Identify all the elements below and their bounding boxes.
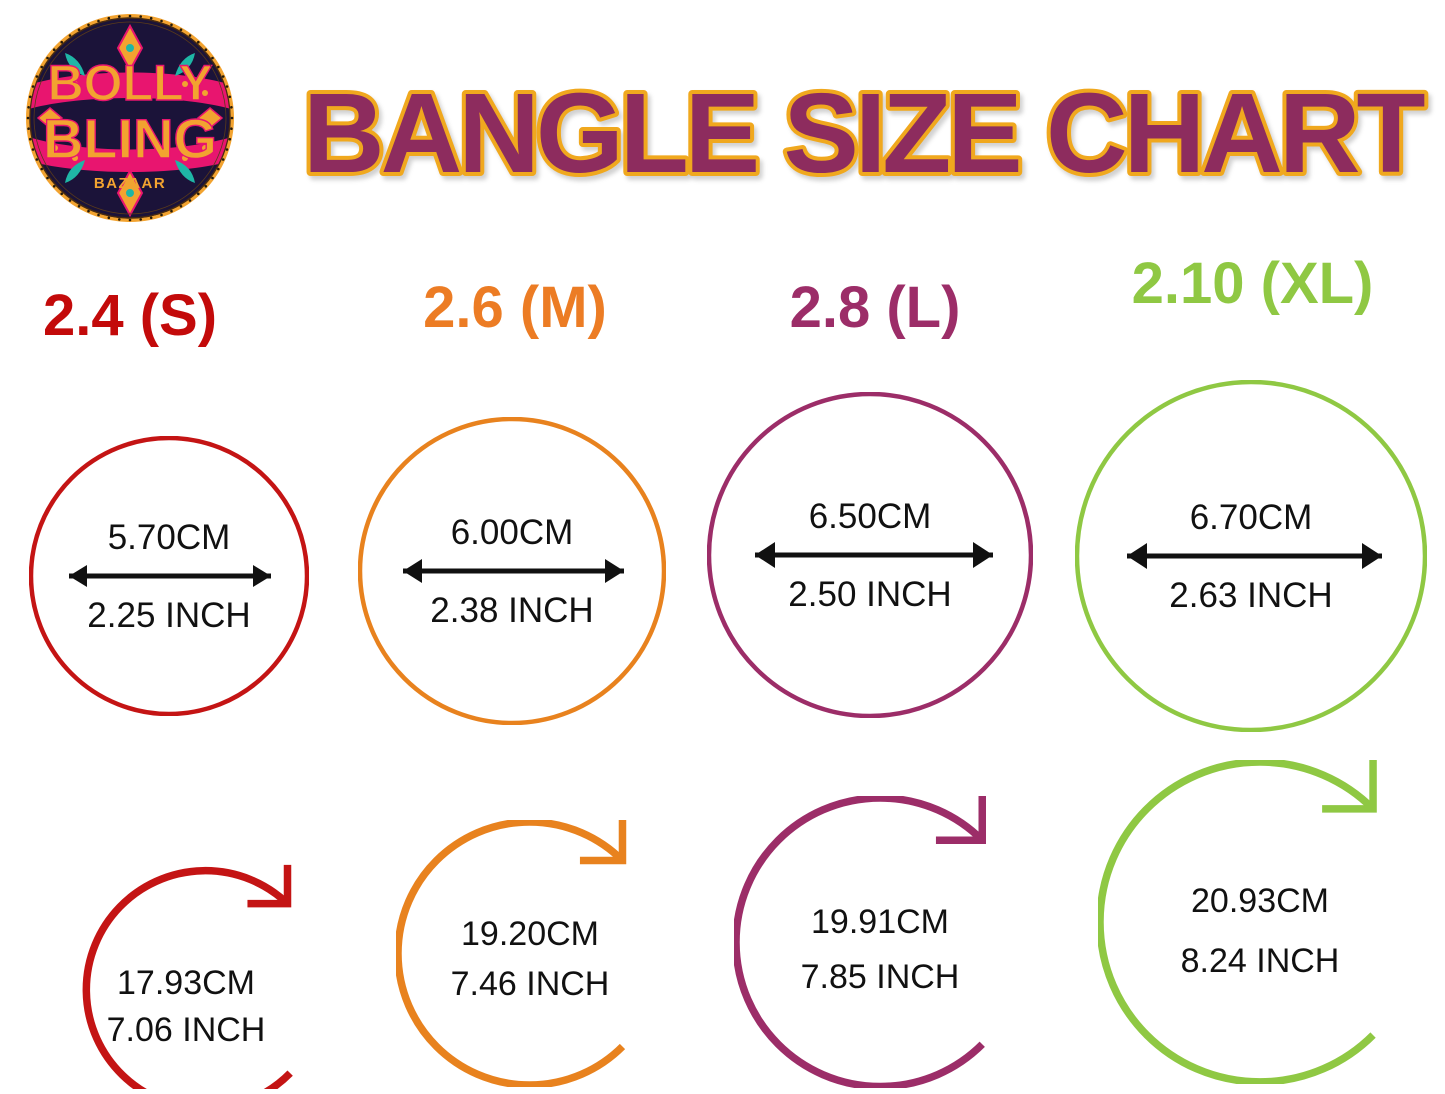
svg-text:5.70CM: 5.70CM (108, 518, 231, 557)
svg-text:BAZAAR: BAZAAR (94, 175, 166, 192)
svg-text:19.20CM: 19.20CM (461, 915, 599, 953)
svg-text:BOLLY: BOLLY (48, 55, 213, 111)
svg-text:BANGLE SIZE CHART: BANGLE SIZE CHART (303, 70, 1424, 196)
svg-text:2.38 INCH: 2.38 INCH (430, 591, 593, 630)
svg-text:17.93CM: 17.93CM (117, 964, 255, 1002)
svg-text:BLING: BLING (43, 107, 217, 170)
svg-text:2.50 INCH: 2.50 INCH (788, 575, 951, 614)
svg-text:6.70CM: 6.70CM (1190, 498, 1313, 537)
svg-text:20.93CM: 20.93CM (1191, 882, 1329, 920)
svg-text:2.25 INCH: 2.25 INCH (87, 596, 250, 635)
svg-text:19.91CM: 19.91CM (811, 903, 949, 941)
svg-text:2.63 INCH: 2.63 INCH (1169, 576, 1332, 615)
svg-text:7.06 INCH: 7.06 INCH (107, 1011, 266, 1049)
svg-text:7.46 INCH: 7.46 INCH (451, 965, 610, 1003)
svg-text:6.00CM: 6.00CM (451, 513, 574, 552)
svg-text:6.50CM: 6.50CM (809, 497, 932, 536)
svg-text:8.24 INCH: 8.24 INCH (1181, 942, 1340, 980)
svg-text:7.85 INCH: 7.85 INCH (801, 958, 960, 996)
